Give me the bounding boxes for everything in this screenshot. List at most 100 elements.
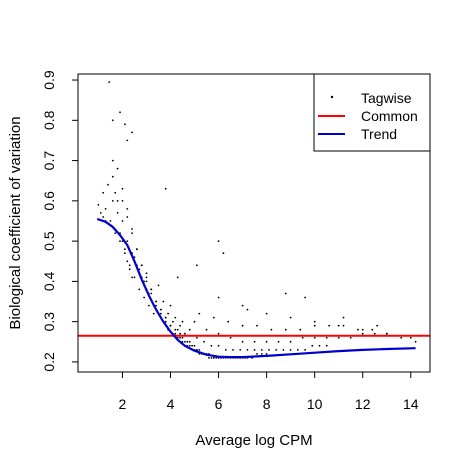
tagwise-point: [325, 336, 328, 339]
tagwise-point: [361, 328, 364, 331]
tagwise-point: [116, 167, 119, 170]
y-tick-label: 0.7: [41, 151, 57, 171]
tagwise-point: [210, 344, 213, 347]
tagwise-point: [145, 276, 148, 279]
tagwise-point: [167, 312, 170, 315]
tagwise-point: [299, 328, 302, 331]
tagwise-point: [157, 284, 160, 287]
tagwise-point: [188, 340, 191, 343]
tagwise-point: [131, 276, 134, 279]
tagwise-point: [174, 328, 177, 331]
tagwise-point: [277, 340, 280, 343]
legend-tagwise-label: Tagwise: [361, 90, 412, 106]
tagwise-point: [318, 344, 321, 347]
tagwise-point: [203, 340, 206, 343]
tagwise-point: [150, 288, 153, 291]
tagwise-point: [265, 312, 268, 315]
tagwise-point: [184, 332, 186, 335]
tagwise-point: [114, 191, 117, 194]
tagwise-point: [337, 324, 340, 327]
tagwise-point: [133, 276, 136, 279]
tagwise-point: [284, 328, 287, 331]
tagwise-point: [145, 272, 148, 275]
tagwise-point: [164, 316, 167, 319]
tagwise-point: [124, 248, 126, 251]
tagwise-point: [253, 349, 256, 351]
tagwise-point: [313, 320, 316, 323]
tagwise-point: [131, 232, 134, 235]
y-axis: 0.2 0.3 0.4 0.5 0.6 0.7 0.8 0.9: [41, 70, 79, 372]
tagwise-point: [108, 81, 111, 83]
tagwise-point: [371, 328, 374, 331]
tagwise-point: [217, 332, 220, 335]
x-tick-label: 12: [355, 396, 371, 412]
tagwise-point: [186, 340, 189, 343]
tagwise-point: [121, 187, 124, 190]
tagwise-point: [349, 336, 352, 339]
legend-trend-label: Trend: [361, 126, 397, 142]
tagwise-point: [289, 316, 292, 319]
tagwise-point: [414, 340, 417, 343]
legend-common-label: Common: [361, 108, 418, 124]
tagwise-point: [124, 252, 126, 255]
x-tick-label: 14: [403, 396, 419, 412]
tagwise-point: [212, 316, 215, 319]
y-tick-label: 0.6: [41, 191, 57, 211]
tagwise-point: [328, 324, 330, 327]
legend-box: [313, 73, 431, 152]
tagwise-point: [119, 240, 121, 243]
tagwise-point: [193, 344, 196, 347]
tagwise-point: [126, 240, 129, 243]
tagwise-point: [409, 336, 412, 339]
tagwise-point: [104, 208, 107, 210]
tagwise-point: [217, 344, 220, 347]
tagwise-point: [164, 320, 167, 323]
tagwise-point: [162, 300, 165, 303]
tagwise-point: [179, 336, 182, 339]
y-axis-label: Biological coefficient of variation: [7, 116, 24, 329]
x-tick-label: 8: [263, 396, 271, 412]
tagwise-point: [181, 336, 184, 339]
tagwise-point: [160, 312, 162, 315]
tagwise-point: [208, 357, 210, 359]
tagwise-point: [256, 324, 258, 327]
x-tick-label: 10: [307, 396, 323, 412]
tagwise-point: [222, 252, 225, 255]
tagwise-point: [227, 320, 230, 323]
tagwise-point: [311, 344, 314, 347]
y-tick-label: 0.5: [41, 231, 57, 251]
y-tick-label: 0.2: [41, 352, 57, 372]
tagwise-point: [304, 349, 306, 351]
tagwise-point: [217, 240, 220, 243]
tagwise-point: [296, 349, 299, 351]
x-tick-label: 6: [215, 396, 223, 412]
tagwise-point: [176, 328, 179, 331]
tagwise-point: [169, 324, 172, 327]
tagwise-point: [179, 332, 182, 335]
tagwise-point: [246, 308, 249, 311]
tagwise-point: [361, 332, 364, 335]
tagwise-point: [246, 349, 249, 351]
x-axis-label: Average log CPM: [195, 432, 312, 449]
tagwise-point: [179, 324, 182, 327]
tagwise-point: [152, 312, 155, 315]
tagwise-point: [126, 208, 129, 210]
tagwise-point: [191, 344, 194, 347]
trend-line: [96, 217, 416, 359]
tagwise-point: [275, 349, 278, 351]
tagwise-point: [140, 264, 143, 267]
tagwise-point: [111, 200, 114, 202]
legend-tagwise-marker: [330, 95, 334, 99]
tagwise-point: [116, 200, 119, 202]
tagwise-point: [373, 332, 376, 335]
tagwise-point: [217, 296, 220, 299]
tagwise-point: [124, 123, 126, 126]
tagwise-point: [196, 264, 198, 267]
tagwise-point: [184, 340, 186, 343]
tagwise-point: [126, 216, 129, 218]
tagwise-point: [289, 340, 292, 343]
tagwise-point: [121, 200, 124, 202]
tagwise-point: [160, 308, 162, 311]
tagwise-point: [102, 191, 105, 194]
tagwise-point: [400, 336, 403, 339]
